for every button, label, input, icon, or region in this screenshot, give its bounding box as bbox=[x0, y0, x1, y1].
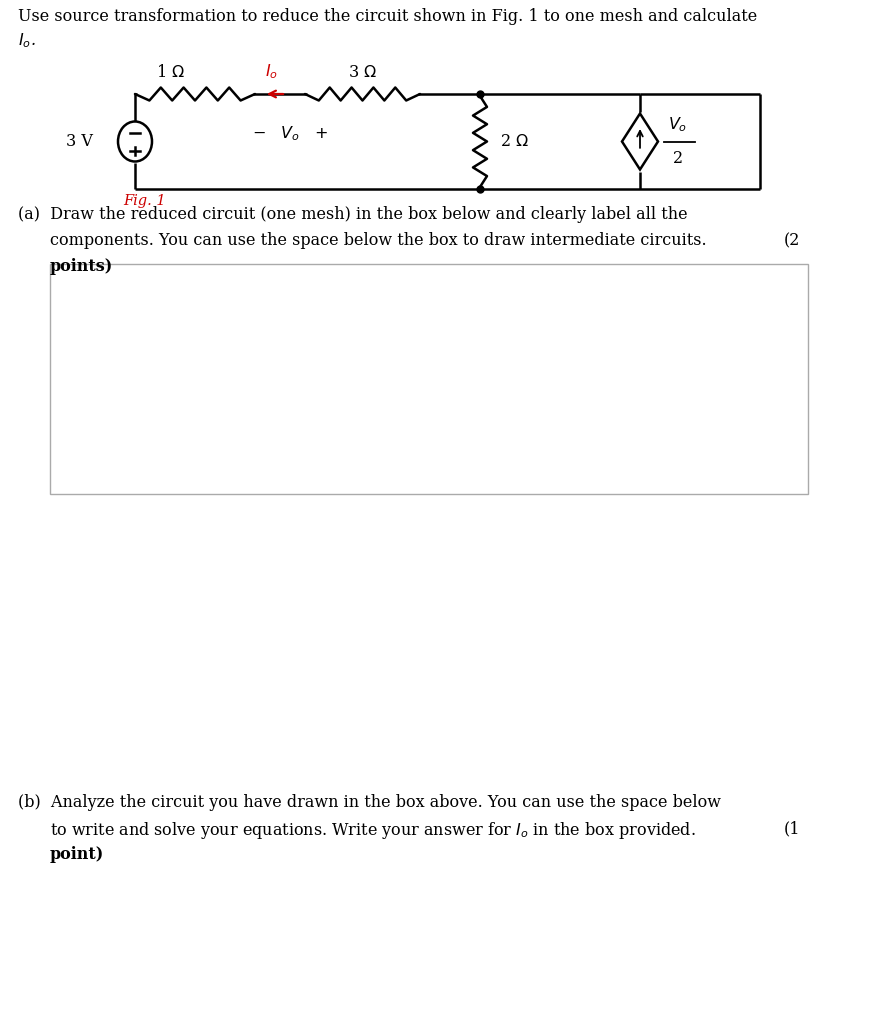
Text: $V_o$: $V_o$ bbox=[668, 115, 687, 133]
Bar bbox=[50, 264, 808, 494]
Text: (2: (2 bbox=[784, 232, 800, 249]
Text: $I_o$.: $I_o$. bbox=[18, 31, 36, 50]
Text: points): points) bbox=[50, 258, 113, 275]
Text: $I_o$: $I_o$ bbox=[266, 62, 278, 81]
Text: to write and solve your equations. Write your answer for $I_o$ in the box provid: to write and solve your equations. Write… bbox=[50, 820, 696, 841]
Text: components. You can use the space below the box to draw intermediate circuits.: components. You can use the space below … bbox=[50, 232, 706, 249]
Text: 2: 2 bbox=[673, 150, 683, 167]
Text: Fig. 1: Fig. 1 bbox=[123, 194, 166, 208]
Text: 3 V: 3 V bbox=[66, 133, 93, 150]
Text: (a)  Draw the reduced circuit (one mesh) in the box below and clearly label all : (a) Draw the reduced circuit (one mesh) … bbox=[18, 206, 687, 223]
Text: 3 $\Omega$: 3 $\Omega$ bbox=[348, 63, 377, 81]
Text: 1 $\Omega$: 1 $\Omega$ bbox=[156, 63, 184, 81]
Text: $-$   $V_o$   $+$: $-$ $V_o$ $+$ bbox=[252, 124, 328, 142]
Text: (1: (1 bbox=[784, 820, 800, 837]
Text: Use source transformation to reduce the circuit shown in Fig. 1 to one mesh and : Use source transformation to reduce the … bbox=[18, 8, 757, 25]
Text: (b)  Analyze the circuit you have drawn in the box above. You can use the space : (b) Analyze the circuit you have drawn i… bbox=[18, 794, 721, 811]
Text: point): point) bbox=[50, 846, 104, 863]
Text: 2 $\Omega$: 2 $\Omega$ bbox=[500, 133, 529, 150]
